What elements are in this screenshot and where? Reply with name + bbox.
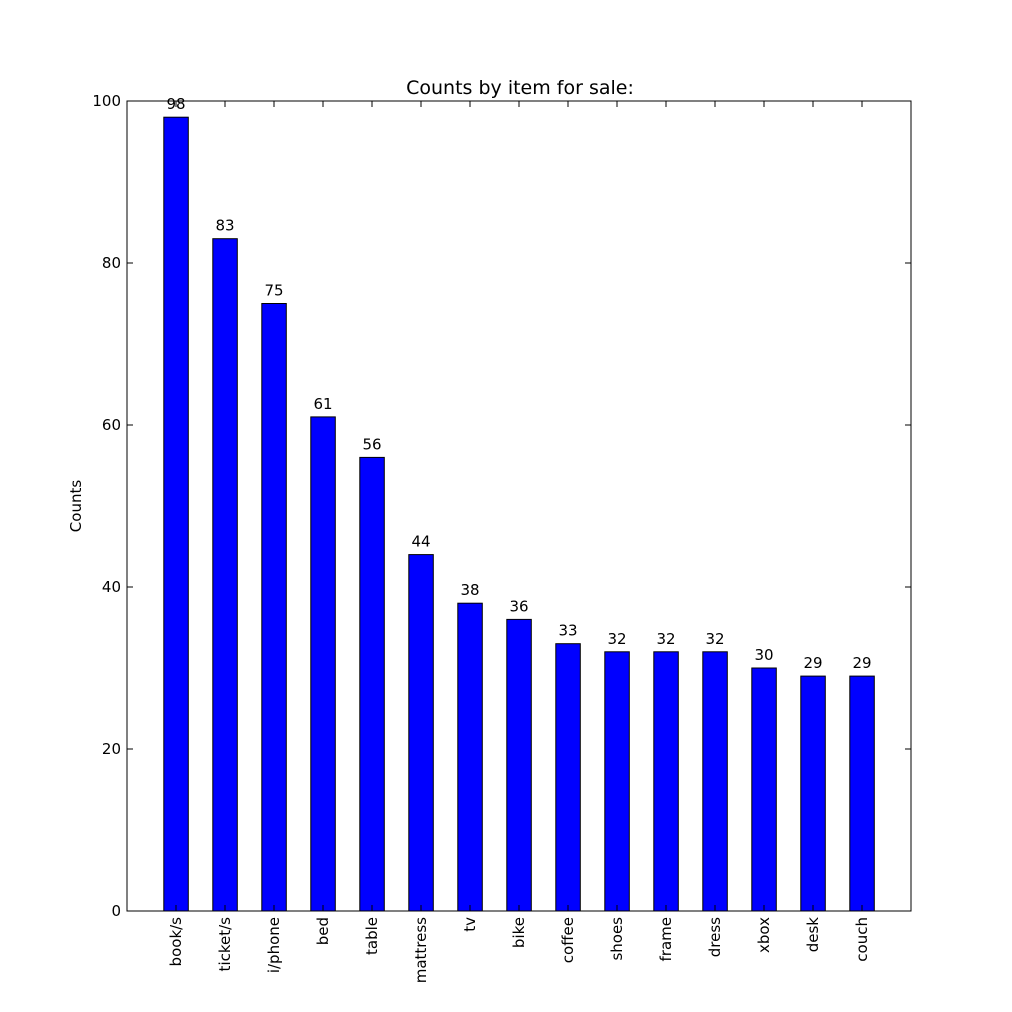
x-tick-label: table bbox=[363, 917, 381, 955]
bar-bed bbox=[310, 416, 336, 912]
value-label: 83 bbox=[215, 217, 234, 235]
bar-couch bbox=[849, 675, 875, 912]
bar-ticket-s bbox=[212, 238, 238, 912]
y-axis-label: Counts bbox=[67, 480, 85, 533]
y-tick-label: 0 bbox=[111, 902, 121, 920]
bar-bike bbox=[506, 618, 532, 912]
value-label: 36 bbox=[509, 597, 528, 615]
value-label: 32 bbox=[705, 630, 724, 648]
value-label: 29 bbox=[852, 654, 871, 672]
y-tick-label: 100 bbox=[92, 92, 121, 110]
bar-desk bbox=[800, 675, 826, 912]
x-tick-label: ticket/s bbox=[216, 917, 234, 972]
bar-xbox bbox=[751, 667, 777, 912]
x-tick-label: desk bbox=[804, 917, 822, 953]
bar-book-s bbox=[163, 116, 189, 912]
y-tick-label: 60 bbox=[102, 416, 121, 434]
x-tick-label: couch bbox=[853, 917, 871, 962]
value-label: 56 bbox=[362, 435, 381, 453]
value-label: 75 bbox=[264, 282, 283, 300]
y-tick-label: 20 bbox=[102, 740, 121, 758]
x-tick-label: bike bbox=[510, 917, 528, 948]
value-label: 29 bbox=[803, 654, 822, 672]
bar-coffee bbox=[555, 643, 581, 912]
bar-shoes bbox=[604, 651, 630, 912]
chart-title: Counts by item for sale: bbox=[406, 77, 634, 99]
value-label: 44 bbox=[411, 533, 430, 551]
x-tick-label: mattress bbox=[412, 917, 430, 983]
y-tick-label: 40 bbox=[102, 578, 121, 596]
bar-tv bbox=[457, 602, 483, 912]
value-label: 30 bbox=[754, 646, 773, 664]
x-tick-label: bed bbox=[314, 917, 332, 945]
bar-mattress bbox=[408, 554, 434, 912]
bar-frame bbox=[653, 651, 679, 912]
x-tick-label: frame bbox=[657, 917, 675, 961]
value-label: 33 bbox=[558, 622, 577, 640]
bar-table bbox=[359, 456, 385, 912]
y-tick-label: 80 bbox=[102, 254, 121, 272]
value-label: 38 bbox=[460, 581, 479, 599]
bar-i-phone bbox=[261, 303, 287, 912]
x-tick-label: book/s bbox=[167, 917, 185, 967]
bar-dress bbox=[702, 651, 728, 912]
x-tick-label: shoes bbox=[608, 917, 626, 961]
plot-frame bbox=[126, 100, 912, 912]
ticks-group: book/s ticket/s i/phone bed table mattress tv b… bbox=[92, 92, 911, 983]
value-label: 32 bbox=[656, 630, 675, 648]
x-tick-label: tv bbox=[461, 917, 479, 932]
x-tick-label: i/phone bbox=[265, 917, 283, 973]
x-tick-label: dress bbox=[706, 917, 724, 957]
x-tick-label: xbox bbox=[755, 917, 773, 953]
value-label: 32 bbox=[607, 630, 626, 648]
x-tick-label: coffee bbox=[559, 917, 577, 963]
value-label: 61 bbox=[313, 395, 332, 413]
